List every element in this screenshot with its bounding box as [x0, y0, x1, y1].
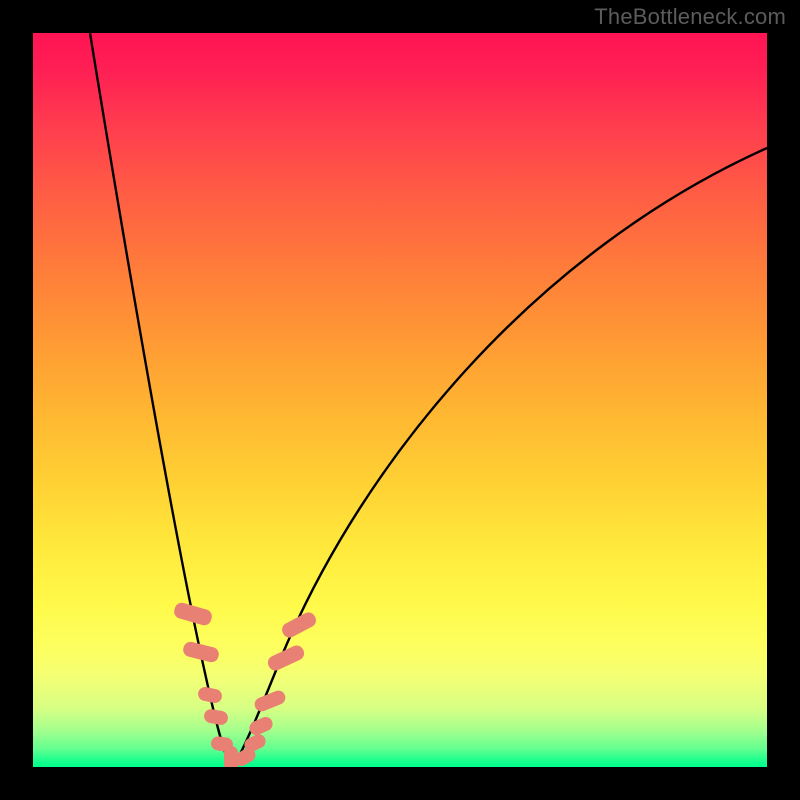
- curve-right-branch: [232, 148, 767, 767]
- watermark-text: TheBottleneck.com: [594, 4, 786, 30]
- marker-point: [203, 708, 229, 726]
- marker-point: [247, 715, 275, 738]
- marker-point: [197, 686, 223, 705]
- marker-point: [253, 689, 288, 714]
- marker-point: [280, 610, 319, 640]
- plot-area: [33, 33, 767, 767]
- curve-layer: [33, 33, 767, 767]
- marker-point: [173, 601, 214, 627]
